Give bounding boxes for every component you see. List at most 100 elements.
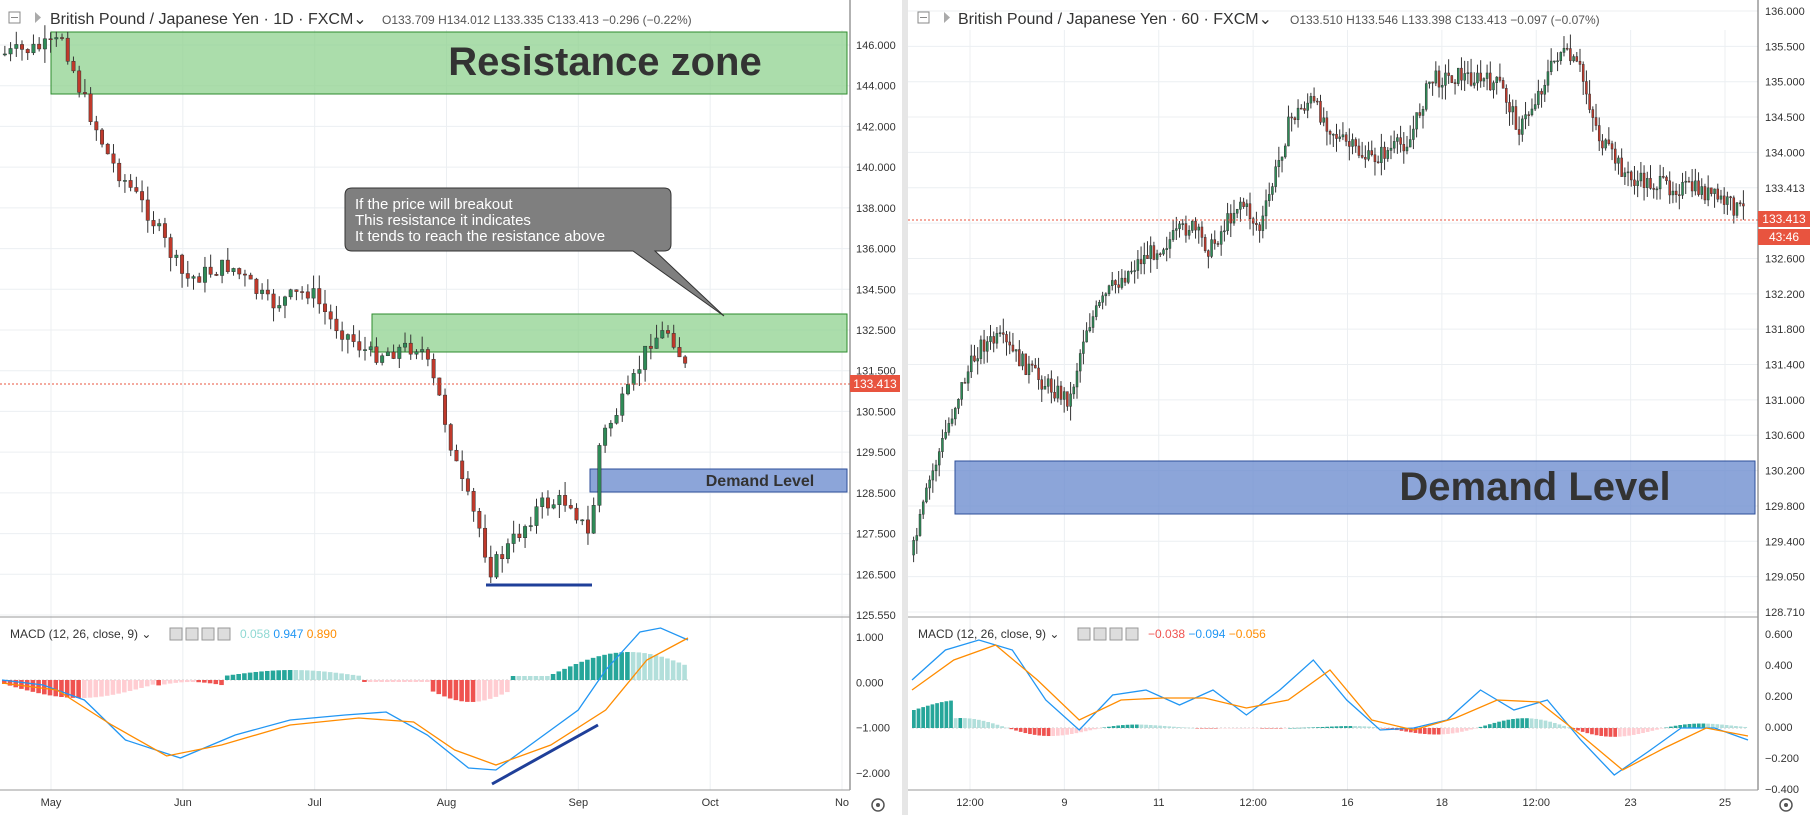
left-macd-hist-bar <box>104 680 110 696</box>
right-candle <box>1203 234 1207 253</box>
left-macd-hist-bar <box>510 676 516 680</box>
right-macd-tick: 0.600 <box>1765 629 1793 641</box>
left-candle <box>237 267 242 280</box>
left-candle <box>225 247 230 274</box>
right-candle <box>986 336 989 363</box>
left-macd-hist-bar <box>2 680 7 684</box>
right-candle <box>1642 165 1646 201</box>
right-price-axis[interactable]: 136.000 135.500 135.000 134.500 134.000 133.4… <box>1765 6 1805 619</box>
right-candle <box>1674 183 1678 203</box>
right-candle <box>918 509 922 537</box>
right-candle <box>1005 330 1008 356</box>
left-macd-hist-bar <box>345 674 350 680</box>
right-macd-line <box>911 639 1749 776</box>
right-macd-hist-bar <box>1478 726 1483 728</box>
right-price-tick: 136.000 <box>1765 6 1805 18</box>
right-macd-hist-bar <box>1227 728 1232 729</box>
left-candle <box>82 79 87 98</box>
right-macd-hist-bar <box>1724 725 1729 728</box>
right-macd-hist-bar <box>1599 728 1604 736</box>
collapse-icon[interactable] <box>35 12 41 23</box>
right-candle <box>1018 340 1021 367</box>
left-price-tick: 138.000 <box>856 203 896 215</box>
right-candle <box>1463 60 1466 91</box>
right-macd-hist-bar <box>1144 724 1148 728</box>
left-candle <box>608 420 613 437</box>
left-macd-hist-bar <box>327 672 333 680</box>
left-legend[interactable]: British Pound / Japanese Yen · 1D · FXCM… <box>8 11 692 28</box>
left-macd-hist-bar <box>390 680 396 682</box>
breakout-callout: If the price will breakout This resistan… <box>344 187 725 317</box>
left-macd-hist-bar <box>379 680 384 682</box>
left-candle <box>660 321 665 339</box>
right-candle <box>1312 87 1316 104</box>
right-candle <box>1729 195 1732 211</box>
left-macd-buttons[interactable] <box>169 627 231 641</box>
left-candle <box>483 514 488 563</box>
right-macd-hist-bar <box>1450 728 1455 734</box>
right-candle <box>1415 112 1418 138</box>
right-candle <box>1466 61 1470 85</box>
left-price-axis[interactable]: 146.000 144.000 142.000 140.000 138.000 136.0… <box>856 40 896 622</box>
left-candle <box>288 288 293 300</box>
right-candle <box>1716 183 1720 203</box>
right-candle <box>963 377 967 384</box>
left-candle <box>20 40 24 61</box>
right-candle <box>1187 225 1191 240</box>
right-candle <box>1527 111 1530 126</box>
right-candle <box>1008 331 1011 355</box>
right-macd-hist-bar <box>1316 727 1320 728</box>
right-candle <box>1380 133 1383 176</box>
left-macd-tick: −1.000 <box>856 723 890 735</box>
right-candle <box>1043 376 1047 390</box>
right-candle <box>1386 147 1390 162</box>
right-candle <box>998 325 1002 337</box>
right-macd-hist-bar <box>1534 718 1539 728</box>
left-macd-hist-bar <box>299 670 304 680</box>
right-candle <box>1434 61 1438 87</box>
right-time-axis[interactable]: 12:00 9 11 12:00 16 18 12:00 23 25 <box>956 797 1731 809</box>
right-candle <box>1107 284 1111 297</box>
right-macd-hist-bar <box>981 720 986 728</box>
right-macd-hist-bar <box>1645 728 1650 732</box>
right-candle <box>1261 205 1265 239</box>
right-macd-hist-bar <box>1464 728 1469 731</box>
right-macd-hist-bar <box>1580 728 1585 732</box>
right-candle <box>1601 134 1604 156</box>
left-candle <box>254 277 259 300</box>
right-macd-hist-bar <box>1636 728 1641 735</box>
right-legend[interactable]: British Pound / Japanese Yen · 60 · FXCM… <box>917 11 1600 28</box>
right-macd-hist-bar <box>1190 727 1195 729</box>
left-candle <box>391 344 396 360</box>
collapse-icon[interactable] <box>944 12 950 23</box>
right-price-tick: 129.400 <box>1765 536 1805 548</box>
right-macd-hist-bar <box>1223 728 1227 729</box>
right-macd-hist-bar <box>912 710 916 728</box>
left-candle <box>128 174 133 192</box>
left-time-axis[interactable]: May Jun Jul Aug Sep Oct No <box>41 797 849 809</box>
left-candle <box>568 499 573 510</box>
right-macd-hist-bar <box>1455 728 1460 733</box>
right-candle <box>1325 110 1329 146</box>
demand-zone-right <box>954 460 1756 515</box>
left-candle <box>48 32 53 53</box>
left-candle <box>323 289 327 325</box>
right-candle <box>1210 233 1213 259</box>
right-macd-hist-bar <box>1432 728 1436 735</box>
right-macd-hist-bar <box>1353 726 1357 728</box>
left-macd-hist-bar <box>676 662 682 680</box>
right-candle <box>1482 77 1486 88</box>
right-candle <box>1021 351 1024 371</box>
right-candle <box>1559 51 1563 65</box>
right-price-tick: 128.710 <box>1765 607 1805 619</box>
right-macd-hist-bar <box>1111 726 1116 728</box>
right-macd-hist-bar <box>1074 728 1079 734</box>
left-settings-icon[interactable] <box>871 798 885 812</box>
left-price-tick: 140.000 <box>856 162 896 174</box>
right-macd-hist-bar <box>1696 723 1701 728</box>
right-settings-icon[interactable] <box>1779 798 1793 812</box>
left-macd-hist-bar <box>247 672 253 680</box>
left-macd-hist-bar <box>236 673 241 680</box>
right-macd-buttons[interactable] <box>1077 627 1139 641</box>
left-time-tick: Aug <box>437 797 457 809</box>
